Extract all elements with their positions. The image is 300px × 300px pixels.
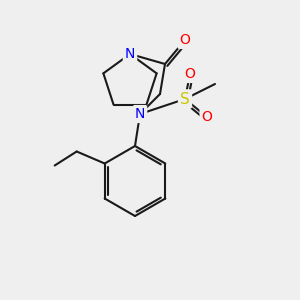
Text: O: O [202, 110, 212, 124]
Text: S: S [180, 92, 190, 106]
Text: N: N [125, 47, 135, 61]
Text: O: O [180, 33, 190, 47]
Text: O: O [184, 67, 195, 81]
Text: N: N [135, 107, 145, 121]
